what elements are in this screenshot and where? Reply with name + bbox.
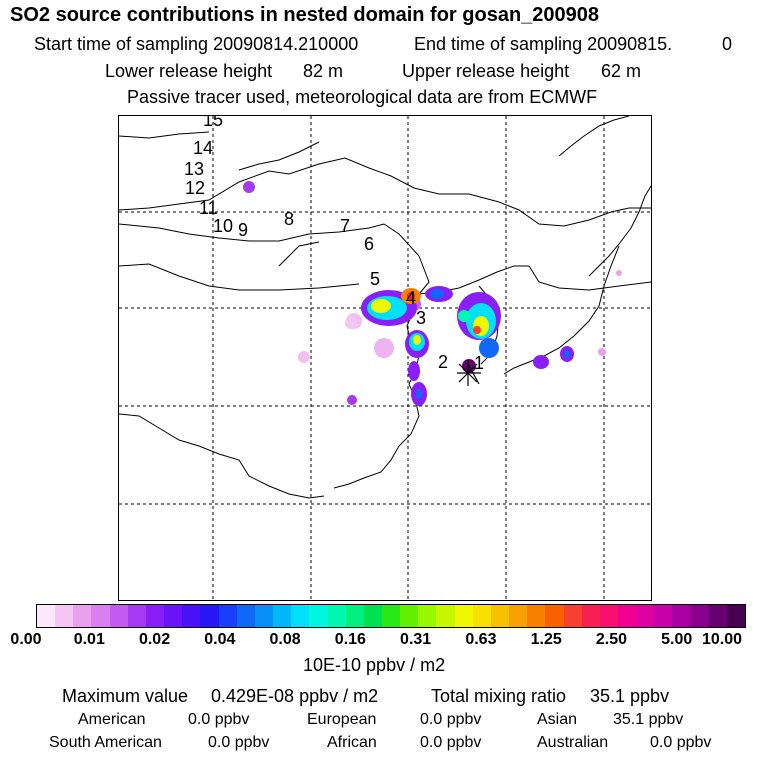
color-swatch <box>418 605 437 627</box>
trajectory-label-6: 6 <box>364 234 375 254</box>
color-scale-tick-label: 0.16 <box>334 631 366 648</box>
trajectory-label-11: 11 <box>199 198 218 218</box>
color-scale-bar <box>36 604 746 628</box>
color-scale-tick-label: 2.50 <box>595 631 628 648</box>
trajectory-label-8: 8 <box>284 209 295 229</box>
upper-release-label: Upper release height <box>402 61 570 81</box>
color-scale-tick-label: 0.08 <box>269 631 301 648</box>
color-swatch <box>182 605 201 627</box>
region-name-american: American <box>78 711 146 728</box>
color-swatch <box>708 605 727 627</box>
color-swatch <box>490 605 510 627</box>
color-swatch <box>200 605 219 627</box>
color-swatch <box>581 605 600 627</box>
trajectory-label-2: 2 <box>438 352 449 372</box>
region-value-asian: 35.1 ppbv <box>613 711 684 728</box>
color-swatch <box>327 605 346 627</box>
color-swatch <box>236 605 255 627</box>
map-canvas <box>119 116 651 600</box>
color-swatch <box>363 605 382 627</box>
color-scale-tick-label: 0.63 <box>465 631 497 648</box>
color-swatch <box>726 605 746 627</box>
color-swatch <box>218 605 237 627</box>
color-swatch <box>127 605 146 627</box>
color-scale-tick-label: 0.00 <box>10 631 42 648</box>
color-swatch <box>309 605 328 627</box>
upper-release-value: 62 m <box>601 61 642 81</box>
so2-contribution-field <box>243 181 622 406</box>
region-name-european: European <box>307 711 377 728</box>
trajectory-label-3: 3 <box>416 308 427 328</box>
trajectory-label-9: 9 <box>238 220 249 240</box>
region-value-australian: 0.0 ppbv <box>650 734 712 751</box>
color-scale-tick-label: 0.01 <box>73 631 105 648</box>
trajectory-label-10: 10 <box>213 216 234 236</box>
color-swatch <box>91 605 110 627</box>
color-scale-tick-label: 0.02 <box>138 631 171 648</box>
color-swatch <box>545 605 564 627</box>
color-scale-tick-label: 0.04 <box>204 631 236 648</box>
color-swatch <box>509 605 528 627</box>
lower-release-label: Lower release height <box>105 61 273 81</box>
total-mixing-ratio-value: 35.1 ppbv <box>590 686 670 706</box>
max-value-label: Maximum value <box>62 686 189 706</box>
trajectory-label-4: 4 <box>406 288 417 308</box>
color-swatch <box>436 605 455 627</box>
color-scale-tick-label: 1.25 <box>530 631 562 648</box>
trajectory-label-15: 15 <box>203 115 224 130</box>
end-time-value: 0 <box>722 34 733 54</box>
trajectory-label-14: 14 <box>193 138 214 158</box>
color-swatch <box>145 605 165 627</box>
lower-release-value: 82 m <box>303 61 344 81</box>
color-swatch <box>37 605 56 627</box>
region-name-south-american: South American <box>49 734 162 751</box>
region-name-african: African <box>327 734 377 751</box>
total-mixing-ratio-label: Total mixing ratio <box>431 686 567 706</box>
region-value-american: 0.0 ppbv <box>188 711 250 728</box>
color-swatch <box>55 605 74 627</box>
color-swatch <box>636 605 655 627</box>
receptor-asterisk-marker <box>457 360 481 386</box>
color-swatch <box>381 605 401 627</box>
trajectory-label-5: 5 <box>370 269 381 289</box>
color-swatch <box>291 605 310 627</box>
region-value-south-american: 0.0 ppbv <box>208 734 270 751</box>
color-swatch <box>345 605 364 627</box>
color-swatch <box>273 605 292 627</box>
color-swatch <box>618 605 637 627</box>
region-name-asian: Asian <box>537 711 578 728</box>
color-scale-tick-label: 0.31 <box>400 631 432 648</box>
max-value: 0.429E-08 ppbv / m2 <box>211 686 379 706</box>
color-swatch <box>563 605 582 627</box>
color-swatch <box>690 605 709 627</box>
tracer-note: Passive tracer used, meteorological data… <box>127 87 598 107</box>
trajectory-label-12: 12 <box>185 178 206 198</box>
color-scale-tick-label: 5.00 <box>661 631 693 648</box>
end-time-label: End time of sampling 20090815. <box>414 34 673 54</box>
color-scale-unit: 10E-10 ppbv / m2 <box>303 655 446 675</box>
map-panel: 1 2 3 4 5 6 7 8 9 10 11 12 13 14 15 <box>118 115 652 601</box>
trajectory-label-1: 1 <box>474 353 485 373</box>
trajectory-label-13: 13 <box>184 159 205 179</box>
color-swatch <box>599 605 618 627</box>
color-swatch <box>672 605 691 627</box>
region-value-european: 0.0 ppbv <box>420 711 482 728</box>
color-swatch <box>109 605 128 627</box>
trajectory-label-7: 7 <box>340 216 351 236</box>
color-swatch <box>527 605 546 627</box>
color-swatch <box>254 605 274 627</box>
color-swatch <box>164 605 183 627</box>
plot-title: SO2 source contributions in nested domai… <box>10 4 600 26</box>
color-swatch <box>73 605 92 627</box>
region-name-australian: Australian <box>537 734 609 751</box>
color-scale-tick-label: 10.00 <box>701 631 743 648</box>
color-swatch <box>472 605 491 627</box>
region-value-african: 0.0 ppbv <box>420 734 482 751</box>
color-swatch <box>400 605 419 627</box>
start-time-label: Start time of sampling 20090814.210000 <box>34 34 359 54</box>
color-swatch <box>654 605 673 627</box>
color-swatch <box>454 605 473 627</box>
